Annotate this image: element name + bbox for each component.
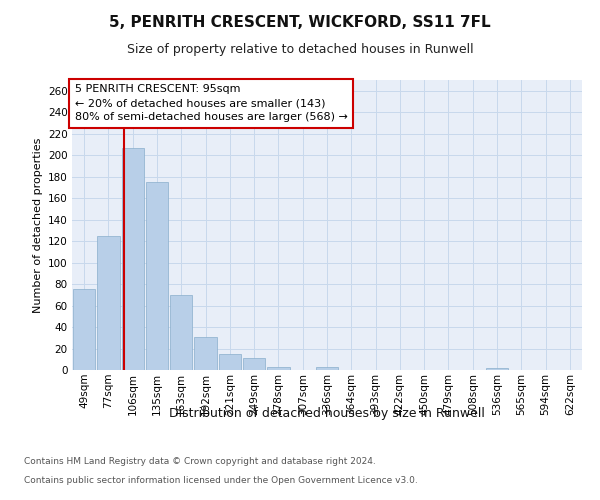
Bar (486, 368, 508, 370)
Bar (267, 367, 290, 370)
Bar (170, 295, 193, 370)
Bar (316, 367, 338, 370)
Bar (73, 290, 95, 370)
Text: Contains public sector information licensed under the Open Government Licence v3: Contains public sector information licen… (24, 476, 418, 485)
Text: 5 PENRITH CRESCENT: 95sqm
← 20% of detached houses are smaller (143)
80% of semi: 5 PENRITH CRESCENT: 95sqm ← 20% of detac… (74, 84, 347, 122)
Text: Distribution of detached houses by size in Runwell: Distribution of detached houses by size … (169, 408, 485, 420)
Bar (243, 358, 265, 370)
Text: Contains HM Land Registry data © Crown copyright and database right 2024.: Contains HM Land Registry data © Crown c… (24, 458, 376, 466)
Text: Size of property relative to detached houses in Runwell: Size of property relative to detached ho… (127, 42, 473, 56)
Bar (194, 336, 217, 370)
Bar (122, 148, 144, 370)
Y-axis label: Number of detached properties: Number of detached properties (32, 138, 43, 312)
Bar (218, 354, 241, 370)
Bar (146, 182, 168, 370)
Bar (97, 236, 119, 370)
Text: 5, PENRITH CRESCENT, WICKFORD, SS11 7FL: 5, PENRITH CRESCENT, WICKFORD, SS11 7FL (109, 15, 491, 30)
